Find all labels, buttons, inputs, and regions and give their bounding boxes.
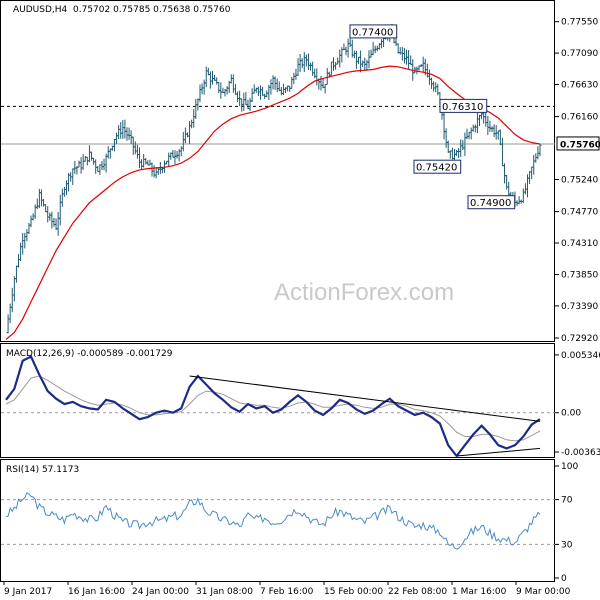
price-axis-label: 0.77090 — [561, 49, 598, 59]
price-annotation-box — [413, 159, 462, 174]
price-axis-label: 0.73390 — [561, 302, 598, 312]
rsi-axis-label: 100 — [561, 462, 578, 472]
macd-series-layer — [1, 354, 555, 458]
current-price-tag: 0.75760 — [560, 140, 600, 150]
symbol-label: AUDUSD,H4 — [13, 5, 68, 15]
price-series-layer: 0.77400 0.76310 0.75420 0.74900 — [1, 24, 555, 340]
x-axis-label: 9 Mar 00:00 — [516, 587, 571, 597]
price-axis-label: 0.77550 — [561, 18, 598, 28]
moving-average-line — [5, 65, 541, 340]
x-axis-label: 1 Mar 16:00 — [452, 587, 507, 597]
macd-trendline — [189, 375, 541, 422]
price-axis-label: 0.75240 — [561, 175, 598, 185]
rsi-panel-frame — [0, 459, 555, 582]
price-annotation-label: 0.75420 — [416, 163, 457, 174]
price-annotation-box — [439, 98, 488, 113]
price-annotation-box — [467, 195, 516, 210]
price-annotation-label: 0.77400 — [352, 27, 393, 38]
price-axis-label: 0.72920 — [561, 334, 598, 344]
rsi-header: RSI(14) 57.1173 — [6, 465, 79, 475]
x-axis-label: 22 Feb 08:00 — [388, 587, 447, 597]
rsi-axis-label: 30 — [561, 540, 573, 550]
x-axis-label: 7 Feb 16:00 — [260, 587, 314, 597]
price-annotation-label: 0.74900 — [470, 198, 511, 209]
price-annotation-box — [349, 24, 398, 39]
macd-signal-line — [5, 375, 541, 442]
x-axis-label: 15 Feb 00:00 — [324, 587, 383, 597]
x-axis-label: 9 Jan 2017 — [4, 587, 52, 597]
ohlc-readout: 0.75702 0.75785 0.75638 0.75760 — [73, 5, 231, 15]
watermark: ActionForex.com — [274, 279, 454, 306]
rsi-line — [5, 492, 541, 550]
price-panel-frame — [0, 0, 555, 342]
price-axis-label: 0.74770 — [561, 208, 598, 218]
macd-axis-label: 0.00 — [561, 409, 581, 419]
x-axis-label: 31 Jan 08:00 — [196, 587, 253, 597]
price-annotation-label: 0.76310 — [442, 102, 483, 113]
macd-axis-label: -0.003633 — [561, 448, 600, 458]
rsi-axis-label: 70 — [561, 496, 573, 506]
price-axis-label: 0.73850 — [561, 270, 598, 280]
rsi-axis-label: 0 — [561, 574, 567, 584]
price-header: AUDUSD,H4 0.75702 0.75785 0.75638 0.7576… — [13, 5, 231, 15]
macd-line — [5, 354, 541, 458]
x-axis-label: 24 Jan 00:00 — [132, 587, 189, 597]
price-axis-label: 0.74310 — [561, 239, 598, 249]
price-axis-label: 0.76160 — [561, 113, 598, 123]
x-axis-label: 16 Jan 16:00 — [68, 587, 125, 597]
current-price-tag-box — [556, 136, 600, 151]
rsi-series-layer — [1, 492, 555, 550]
axis-labels-layer: 0.77550 0.77090 0.76630 0.76160 0.75240 0.747… — [3, 18, 600, 597]
price-axis-label: 0.76630 — [561, 81, 598, 91]
ohlc-bar — [538, 143, 542, 157]
macd-trendline — [456, 447, 541, 457]
macd-axis-label: 0.005346 — [561, 351, 600, 361]
macd-header: MACD(12,26,9) -0.000589 -0.001729 — [6, 349, 173, 359]
macd-panel-frame — [0, 343, 555, 458]
